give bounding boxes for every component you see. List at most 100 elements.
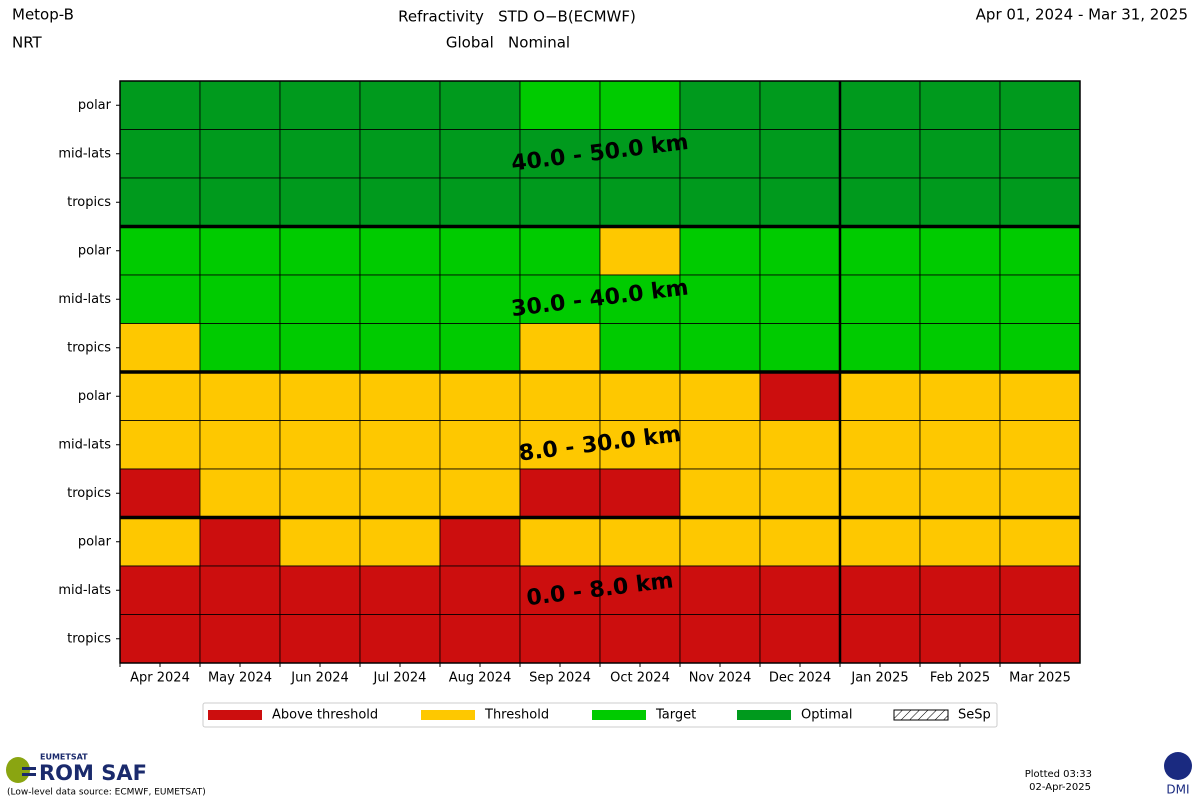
x-tick-label: Apr 2024 <box>130 671 190 686</box>
cell <box>359 517 441 567</box>
cell <box>599 565 681 615</box>
cell <box>519 80 601 130</box>
cell <box>439 323 521 373</box>
cell <box>439 371 521 421</box>
plotted-time: Plotted 03:33 <box>1025 769 1092 780</box>
cell <box>519 323 601 373</box>
cell <box>279 565 361 615</box>
legend-label: Optimal <box>801 708 852 723</box>
cell <box>119 614 201 664</box>
cell <box>119 177 201 227</box>
data-source: (Low-level data source: ECMWF, EUMETSAT) <box>7 788 206 798</box>
cell <box>199 274 281 324</box>
cell <box>839 517 921 567</box>
cell <box>999 323 1081 373</box>
cell <box>199 226 281 276</box>
cell <box>919 517 1001 567</box>
cell <box>999 614 1081 664</box>
cell <box>599 614 681 664</box>
y-tick-label: tropics <box>67 486 111 501</box>
cell <box>759 614 841 664</box>
cell <box>679 371 761 421</box>
cell <box>439 274 521 324</box>
cell <box>519 468 601 518</box>
cell <box>679 129 761 179</box>
cell <box>439 614 521 664</box>
cell <box>839 80 921 130</box>
x-tick-label: Mar 2025 <box>1009 671 1071 686</box>
cell <box>839 274 921 324</box>
plotted-date: 02-Apr-2025 <box>1029 782 1091 793</box>
cell <box>919 565 1001 615</box>
cell <box>199 517 281 567</box>
cell <box>999 420 1081 470</box>
cell <box>599 80 681 130</box>
dmi-logo <box>1164 752 1192 780</box>
cell <box>839 371 921 421</box>
cell <box>599 468 681 518</box>
cell <box>919 614 1001 664</box>
cell <box>119 371 201 421</box>
cell <box>519 517 601 567</box>
legend-swatch <box>893 709 949 721</box>
cell <box>679 226 761 276</box>
legend: Above threshold Threshold Target Optimal SeS… <box>208 708 991 723</box>
cell <box>519 371 601 421</box>
cell <box>759 129 841 179</box>
cell <box>279 614 361 664</box>
cell <box>679 323 761 373</box>
cell <box>279 371 361 421</box>
cell <box>279 420 361 470</box>
cell <box>439 80 521 130</box>
cell <box>679 565 761 615</box>
y-tick-label: tropics <box>67 340 111 355</box>
cell <box>119 565 201 615</box>
cell <box>519 177 601 227</box>
cell <box>919 177 1001 227</box>
cell <box>119 274 201 324</box>
cell <box>759 323 841 373</box>
cell <box>359 371 441 421</box>
cell <box>839 565 921 615</box>
cell <box>199 177 281 227</box>
cell <box>599 323 681 373</box>
cell <box>199 371 281 421</box>
cell <box>919 274 1001 324</box>
logo-text: ROM SAF <box>39 761 147 785</box>
cell <box>279 517 361 567</box>
legend-label: SeSp <box>958 708 991 723</box>
y-tick-label: mid-lats <box>58 292 111 307</box>
cell <box>279 468 361 518</box>
cell <box>839 420 921 470</box>
cell <box>919 468 1001 518</box>
y-tick-label: mid-lats <box>58 583 111 598</box>
cell <box>999 129 1081 179</box>
cell <box>599 226 681 276</box>
cell <box>599 517 681 567</box>
cell <box>679 468 761 518</box>
cell <box>359 468 441 518</box>
cell <box>839 468 921 518</box>
cell <box>999 274 1081 324</box>
x-tick-label: Nov 2024 <box>689 671 752 686</box>
cell <box>199 468 281 518</box>
cell <box>279 80 361 130</box>
cell <box>759 517 841 567</box>
cell <box>759 468 841 518</box>
cell <box>439 177 521 227</box>
cell <box>999 226 1081 276</box>
cell <box>119 420 201 470</box>
x-tick-label: Sep 2024 <box>529 671 591 686</box>
cell <box>359 226 441 276</box>
chart-title: Refractivity STD O−B(ECMWF) <box>398 8 636 26</box>
cell <box>839 323 921 373</box>
cell <box>919 80 1001 130</box>
cell <box>839 614 921 664</box>
cell <box>679 177 761 227</box>
cell <box>279 226 361 276</box>
x-tick-label: Aug 2024 <box>449 671 512 686</box>
satellite: Metop-B <box>12 6 74 24</box>
cell <box>119 226 201 276</box>
